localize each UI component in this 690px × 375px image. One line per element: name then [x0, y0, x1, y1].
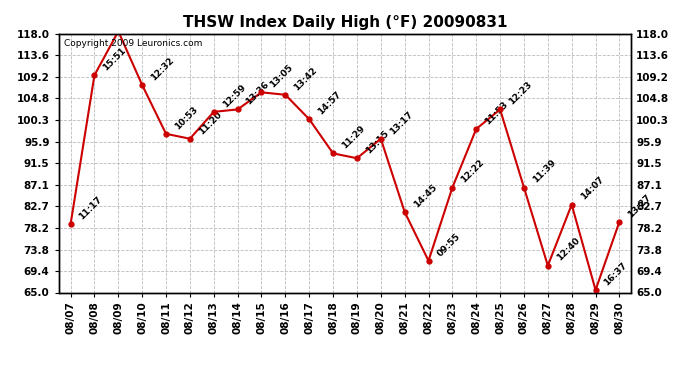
Text: 11:20: 11:20 [197, 110, 224, 136]
Text: 13:27: 13:27 [627, 192, 653, 219]
Text: 13:42: 13:42 [293, 65, 319, 92]
Text: 10:53: 10:53 [173, 105, 199, 131]
Text: 14:07: 14:07 [579, 175, 605, 202]
Text: 16:37: 16:37 [602, 261, 629, 287]
Text: 15:51: 15:51 [101, 46, 128, 72]
Text: 11:39: 11:39 [531, 158, 558, 185]
Text: 12:32: 12:32 [149, 56, 176, 82]
Text: 14:45: 14:45 [412, 182, 438, 209]
Text: 11:53: 11:53 [483, 100, 510, 126]
Text: Copyright 2009 Leuronics.com: Copyright 2009 Leuronics.com [64, 39, 203, 48]
Text: THSW Index Daily High (°F) 20090831: THSW Index Daily High (°F) 20090831 [183, 15, 507, 30]
Text: 13:52: 13:52 [0, 374, 1, 375]
Text: 13:17: 13:17 [388, 109, 415, 136]
Text: 12:23: 12:23 [507, 80, 533, 106]
Text: 13:36: 13:36 [244, 80, 271, 106]
Text: 13:05: 13:05 [268, 63, 295, 90]
Text: 12:22: 12:22 [460, 158, 486, 185]
Text: 11:29: 11:29 [340, 124, 366, 151]
Text: 11:17: 11:17 [77, 195, 104, 221]
Text: 09:55: 09:55 [435, 231, 462, 258]
Text: 12:59: 12:59 [221, 82, 248, 109]
Text: 13:15: 13:15 [364, 129, 391, 156]
Text: 12:40: 12:40 [555, 236, 582, 263]
Text: 14:57: 14:57 [316, 90, 343, 116]
